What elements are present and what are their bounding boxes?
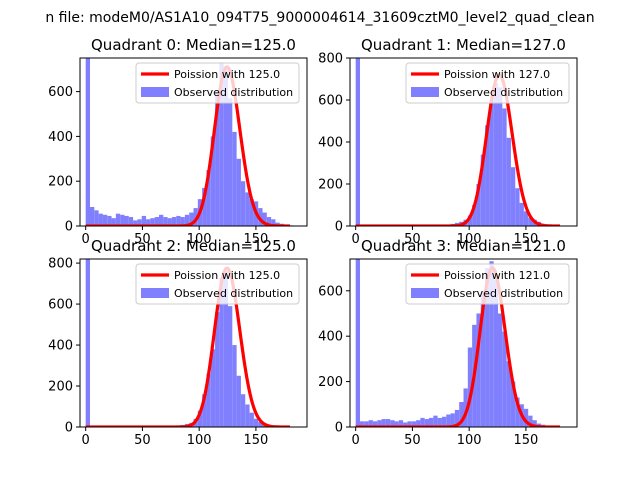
legend-line-label: Poission with 125.0	[174, 68, 280, 81]
hist-bar	[241, 394, 245, 427]
hist-bar	[228, 306, 232, 427]
y-tick-label: 400	[318, 330, 343, 345]
hist-bar	[99, 214, 103, 226]
legend: Poission with 127.0 Observed distribution	[406, 63, 569, 103]
hist-bar	[86, 58, 90, 226]
x-tick-label: 100	[187, 433, 212, 448]
legend-hist-label: Observed distribution	[174, 287, 293, 300]
y-tick-label: 200	[318, 375, 343, 390]
hist-bar	[245, 404, 249, 427]
y-tick-label: 800	[318, 52, 343, 67]
hist-bar	[515, 188, 519, 226]
chart-panel-3: 0 50 100 150 0 200 400 600 Poission with 121.0 Ob…	[318, 237, 577, 448]
y-tick-label: 800	[48, 257, 73, 272]
legend-hist-label: Observed distribution	[444, 287, 563, 300]
x-tick-label: 50	[134, 433, 151, 448]
y-tick-label: 600	[318, 94, 343, 109]
legend-line-label: Poission with 127.0	[444, 68, 550, 81]
x-tick-label: 0	[352, 232, 360, 247]
legend-hist-label: Observed distribution	[444, 86, 563, 99]
hist-bar	[498, 313, 502, 427]
hist-bar	[237, 159, 241, 226]
hist-bar	[250, 413, 254, 427]
chart-panel-2: 0 50 100 150 0 200 400 600 800 Poission with 125.…	[48, 237, 307, 448]
hist-bar	[228, 98, 232, 226]
hist-bar	[94, 210, 98, 226]
hist-bar	[254, 419, 258, 427]
x-tick-label: 100	[457, 433, 482, 448]
hist-bar	[245, 192, 249, 226]
y-tick-label: 0	[65, 421, 73, 436]
y-tick-label: 200	[48, 380, 73, 395]
hist-bar	[507, 138, 511, 226]
hist-bar	[103, 215, 107, 226]
legend: Poission with 121.0 Observed distribution	[406, 264, 569, 304]
hist-bar	[86, 259, 90, 427]
hist-bar	[498, 87, 502, 226]
figure-suptitle: n file: modeM0/AS1A10_094T75_9000004614_…	[45, 10, 594, 26]
hist-bar	[232, 132, 236, 226]
hist-bar	[356, 58, 360, 226]
legend: Poission with 125.0 Observed distribution	[136, 63, 299, 103]
chart-title: Quadrant 3: Median=121.0	[361, 237, 566, 255]
y-tick-label: 0	[335, 220, 343, 235]
hist-bar	[511, 167, 515, 226]
x-tick-label: 150	[514, 433, 539, 448]
hist-bar	[356, 259, 360, 427]
hist-bar	[90, 207, 94, 226]
hist-bar	[446, 415, 450, 427]
chart-title: Quadrant 0: Median=125.0	[91, 36, 296, 54]
y-tick-label: 200	[48, 175, 73, 190]
hist-bar	[502, 108, 506, 226]
chart-title: Quadrant 2: Median=125.0	[91, 237, 296, 255]
legend-hist-swatch	[141, 288, 169, 298]
hist-bar	[120, 215, 124, 226]
y-tick-label: 400	[48, 339, 73, 354]
hist-bar	[494, 83, 498, 226]
y-tick-label: 0	[65, 220, 73, 235]
y-tick-label: 600	[318, 284, 343, 299]
y-tick-label: 600	[48, 85, 73, 100]
chart-title: Quadrant 1: Median=127.0	[361, 36, 566, 54]
x-tick-label: 0	[352, 433, 360, 448]
hist-bar	[241, 181, 245, 226]
hist-bar	[159, 215, 163, 226]
legend-hist-swatch	[141, 87, 169, 97]
y-tick-label: 200	[318, 178, 343, 193]
y-tick-label: 400	[48, 130, 73, 145]
legend-hist-swatch	[411, 288, 439, 298]
y-tick-label: 400	[318, 136, 343, 151]
x-tick-label: 150	[244, 433, 269, 448]
legend-line-label: Poission with 125.0	[174, 269, 280, 282]
hist-bar	[237, 376, 241, 427]
hist-bar	[520, 203, 524, 226]
legend-line-label: Poission with 121.0	[444, 269, 550, 282]
x-tick-label: 0	[82, 433, 90, 448]
y-tick-label: 0	[335, 421, 343, 436]
x-tick-label: 0	[82, 232, 90, 247]
hist-bar	[232, 345, 236, 427]
legend-hist-swatch	[411, 87, 439, 97]
y-tick-label: 600	[48, 298, 73, 313]
x-tick-label: 50	[404, 433, 421, 448]
legend-hist-label: Observed distribution	[174, 86, 293, 99]
hist-bar	[433, 416, 437, 427]
legend: Poission with 125.0 Observed distribution	[136, 264, 299, 304]
hist-bar	[116, 214, 120, 226]
